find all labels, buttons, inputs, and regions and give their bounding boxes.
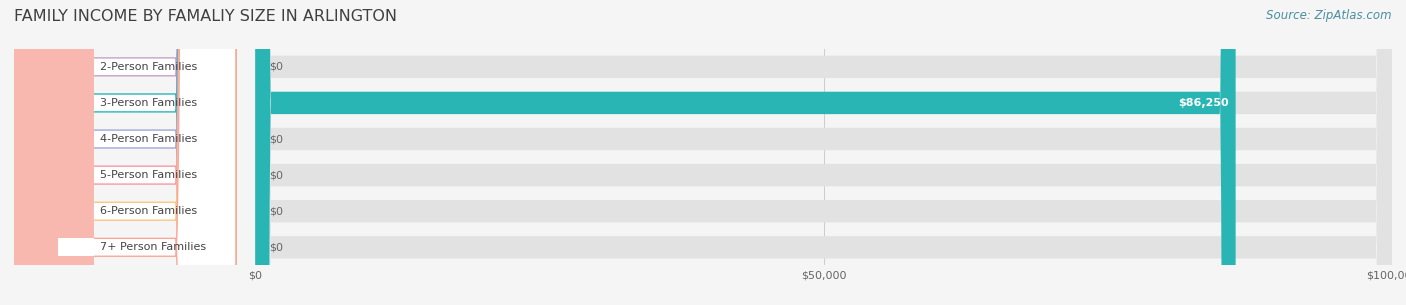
Text: 7+ Person Families: 7+ Person Families bbox=[100, 242, 207, 252]
Text: $0: $0 bbox=[269, 134, 283, 144]
FancyBboxPatch shape bbox=[256, 0, 1392, 305]
FancyBboxPatch shape bbox=[14, 0, 236, 305]
FancyBboxPatch shape bbox=[14, 0, 236, 305]
FancyBboxPatch shape bbox=[14, 0, 94, 305]
Text: $86,250: $86,250 bbox=[1178, 98, 1229, 108]
FancyBboxPatch shape bbox=[256, 0, 1392, 305]
FancyBboxPatch shape bbox=[58, 130, 94, 148]
FancyBboxPatch shape bbox=[256, 0, 1236, 305]
Text: $0: $0 bbox=[269, 242, 283, 252]
Text: $0: $0 bbox=[269, 62, 283, 72]
FancyBboxPatch shape bbox=[14, 0, 236, 305]
FancyBboxPatch shape bbox=[256, 0, 1392, 305]
FancyBboxPatch shape bbox=[14, 0, 236, 305]
FancyBboxPatch shape bbox=[58, 166, 94, 184]
FancyBboxPatch shape bbox=[58, 94, 94, 112]
Text: $0: $0 bbox=[269, 206, 283, 216]
FancyBboxPatch shape bbox=[256, 0, 1392, 305]
Text: 4-Person Families: 4-Person Families bbox=[100, 134, 197, 144]
Text: 6-Person Families: 6-Person Families bbox=[100, 206, 197, 216]
FancyBboxPatch shape bbox=[256, 0, 1392, 305]
FancyBboxPatch shape bbox=[58, 58, 94, 76]
FancyBboxPatch shape bbox=[14, 0, 94, 305]
FancyBboxPatch shape bbox=[14, 0, 236, 305]
Text: Source: ZipAtlas.com: Source: ZipAtlas.com bbox=[1267, 9, 1392, 22]
FancyBboxPatch shape bbox=[256, 0, 1392, 305]
Text: $0: $0 bbox=[269, 170, 283, 180]
FancyBboxPatch shape bbox=[14, 0, 94, 305]
FancyBboxPatch shape bbox=[58, 202, 94, 220]
Text: 5-Person Families: 5-Person Families bbox=[100, 170, 197, 180]
FancyBboxPatch shape bbox=[58, 238, 94, 256]
Text: 3-Person Families: 3-Person Families bbox=[100, 98, 197, 108]
Text: FAMILY INCOME BY FAMALIY SIZE IN ARLINGTON: FAMILY INCOME BY FAMALIY SIZE IN ARLINGT… bbox=[14, 9, 396, 24]
FancyBboxPatch shape bbox=[14, 0, 236, 305]
FancyBboxPatch shape bbox=[14, 0, 94, 305]
Text: 2-Person Families: 2-Person Families bbox=[100, 62, 197, 72]
FancyBboxPatch shape bbox=[14, 0, 94, 305]
FancyBboxPatch shape bbox=[14, 0, 94, 305]
